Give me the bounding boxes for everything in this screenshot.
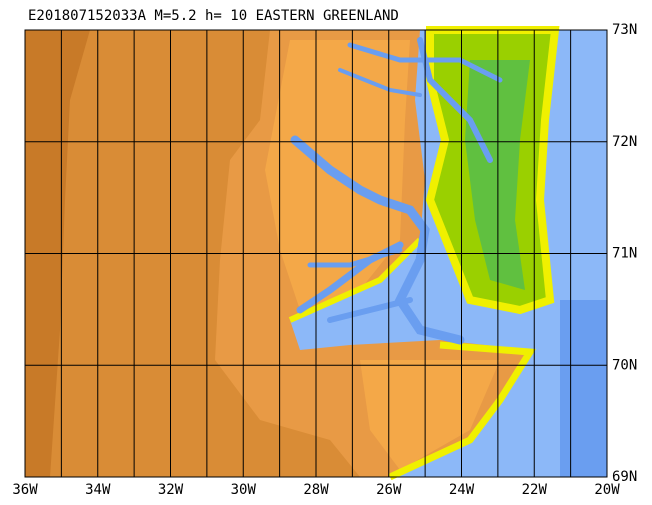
longitude-label: 24W [449, 482, 475, 498]
latitude-label: 71N [612, 246, 637, 262]
latitude-label: 73N [612, 22, 637, 38]
longitude-label: 30W [231, 482, 257, 498]
longitude-label: 22W [522, 482, 548, 498]
longitude-label: 34W [85, 482, 111, 498]
latitude-label: 70N [612, 357, 637, 373]
longitude-label: 20W [594, 482, 620, 498]
latitude-label: 72N [612, 134, 637, 150]
longitude-label: 32W [158, 482, 184, 498]
axis-labels: 36W 34W 32W 30W 28W 26W 24W 22W 20W 73N 72N 71N 70N 6… [12, 22, 637, 498]
longitude-label: 36W [12, 482, 38, 498]
latitude-label: 69N [612, 469, 637, 485]
longitude-label: 28W [303, 482, 329, 498]
longitude-label: 26W [376, 482, 402, 498]
graticule [25, 30, 607, 477]
map-frame [24, 29, 608, 478]
map-title: E201807152033A M=5.2 h= 10 EASTERN GREEN… [28, 8, 399, 24]
